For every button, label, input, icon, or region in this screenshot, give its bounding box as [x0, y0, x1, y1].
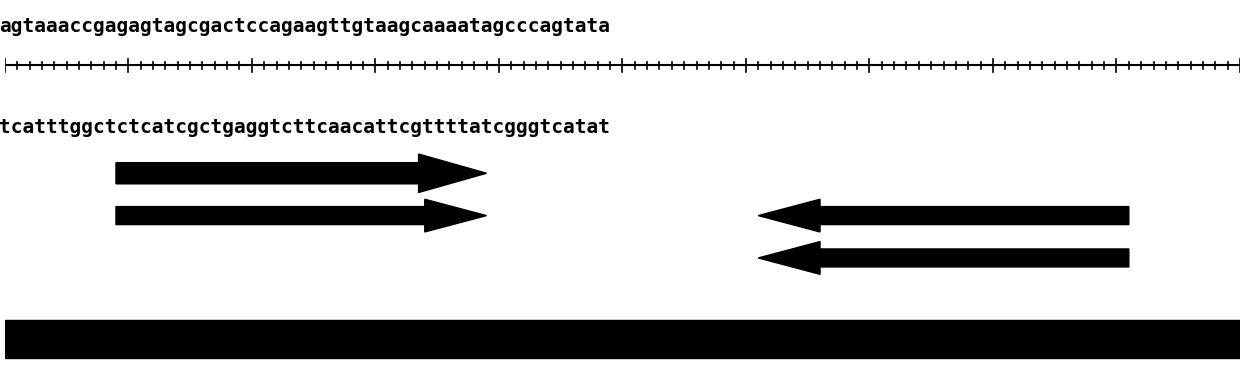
Text: tcatttggctctcatcgctgaggtcttcaacattcgttttatcgggtcatat: tcatttggctctcatcgctgaggtcttcaacattcgtttt… — [0, 117, 610, 137]
Bar — [5, 320, 1240, 358]
Text: agtaaaccgagagtagcgactccagaagttgtaagcaaaatagcccagtata: agtaaaccgagagtagcgactccagaagttgtaagcaaaa… — [0, 17, 610, 37]
Polygon shape — [117, 199, 486, 232]
Polygon shape — [759, 199, 1128, 232]
Polygon shape — [759, 242, 1128, 274]
Polygon shape — [117, 154, 486, 192]
